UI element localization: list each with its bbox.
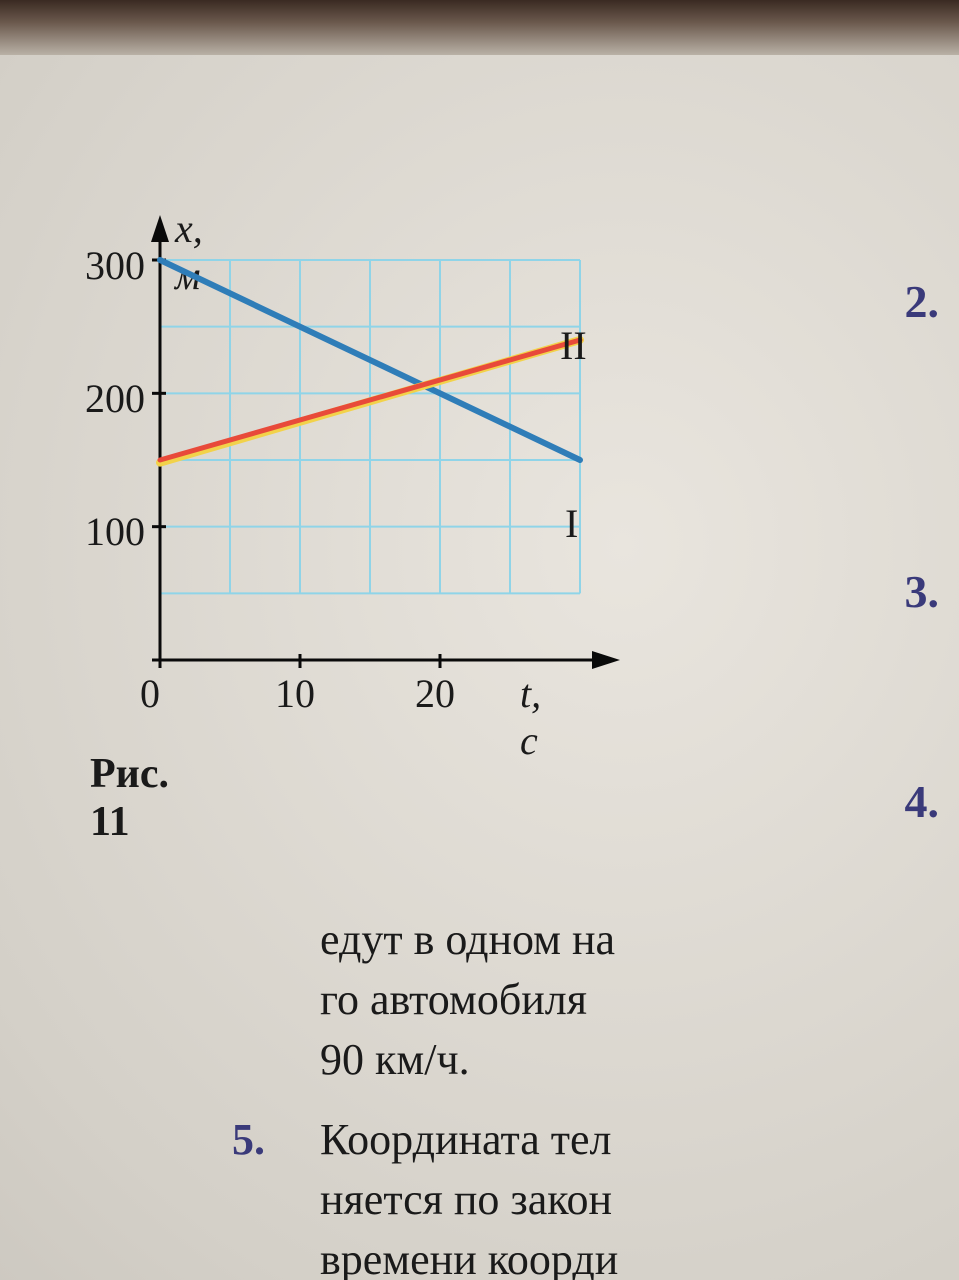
series-label-2: II	[560, 322, 587, 369]
text-line-3: 90 км/ч.	[320, 1030, 470, 1089]
x-tick-20: 20	[405, 670, 465, 717]
figure-caption: Рис. 11	[90, 750, 169, 846]
page-surface: x, м 300 200 100 0 10 20 t, с I II Рис. …	[0, 55, 959, 1280]
side-number-3: 3.	[905, 565, 940, 618]
text-line-5: няется по закон	[320, 1170, 612, 1229]
text-line-4: Координата тел	[320, 1110, 611, 1169]
text-line-1: едут в одном на	[320, 910, 615, 969]
text-line-2: го автомобиля	[320, 970, 587, 1029]
side-number-2: 2.	[905, 275, 940, 328]
series-label-1: I	[565, 500, 578, 547]
text-line-6: времени коорди	[320, 1230, 618, 1280]
item-5-number: 5.	[232, 1115, 265, 1164]
y-tick-200: 200	[65, 375, 145, 422]
side-number-4: 4.	[905, 775, 940, 828]
x-tick-10: 10	[265, 670, 325, 717]
item-number-5: 5.	[232, 1110, 265, 1169]
chart-svg	[150, 245, 670, 715]
page-top-shadow	[0, 0, 959, 55]
y-tick-100: 100	[65, 508, 145, 555]
x-axis-label: t, с	[520, 670, 541, 764]
y-tick-300: 300	[65, 242, 145, 289]
x-tick-0: 0	[130, 670, 170, 717]
